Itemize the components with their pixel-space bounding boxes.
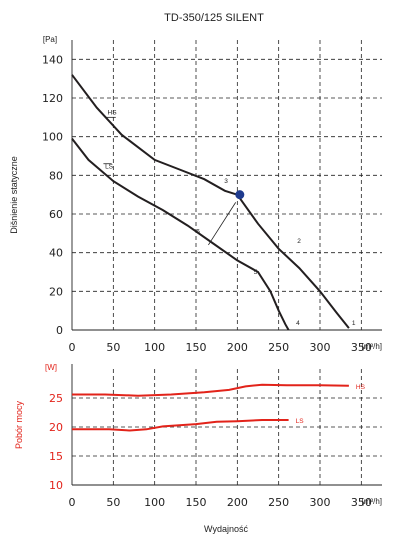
power-label-ls: LS — [296, 418, 305, 425]
power-x-tick-label: 50 — [106, 496, 120, 509]
power-x-tick-label: 150 — [186, 496, 207, 509]
pressure-y-tick-label: 0 — [56, 324, 63, 337]
operating-point-marker — [235, 190, 245, 200]
pressure-label-ls: LS — [105, 164, 114, 171]
pressure-y-tick-label: 100 — [42, 131, 63, 144]
pressure-x-tick-label: 150 — [186, 341, 207, 354]
power-x-tick-label: 0 — [69, 496, 76, 509]
power-x-tick-label: 250 — [268, 496, 289, 509]
power-y-tick-label: 20 — [49, 421, 63, 434]
power-y-tick-label: 15 — [49, 450, 63, 463]
power-x-tick-label: 350 — [351, 496, 372, 509]
pressure-x-unit: [m³/h] — [362, 342, 382, 351]
power-x-axis-label: Wydajność — [204, 524, 248, 534]
pressure-y-unit: [Pa] — [43, 35, 57, 44]
power-y-tick-label: 10 — [49, 479, 63, 492]
pressure-x-tick-label: 300 — [310, 341, 331, 354]
pressure-point-label: 3 — [224, 178, 228, 185]
pressure-x-tick-label: 0 — [69, 341, 76, 354]
power-plot — [71, 364, 382, 486]
pressure-point-label: 2 — [297, 238, 301, 245]
pressure-plot — [71, 40, 382, 331]
pressure-curve-ls — [71, 137, 290, 331]
pressure-x-tick-label: 350 — [351, 341, 372, 354]
pressure-x-tick-label: 100 — [144, 341, 165, 354]
pressure-y-tick-label: 140 — [42, 53, 63, 66]
pressure-curve-hs — [71, 74, 350, 329]
pressure-x-tick-label: 50 — [106, 341, 120, 354]
pressure-y-tick-label: 80 — [49, 169, 63, 182]
power-x-tick-label: 100 — [144, 496, 165, 509]
pressure-point-label: 1 — [352, 320, 356, 327]
pressure-y-tick-label: 40 — [49, 247, 63, 260]
power-y-unit: [W] — [45, 363, 57, 372]
pressure-y-tick-label: 20 — [49, 285, 63, 298]
pressure-point-label: 5 — [254, 269, 258, 276]
pressure-x-tick-label: 250 — [268, 341, 289, 354]
power-y-tick-label: 25 — [49, 392, 63, 405]
pressure-point-label: 4 — [296, 320, 300, 327]
point-6-leader — [208, 202, 237, 246]
power-x-tick-label: 300 — [310, 496, 331, 509]
pressure-label-hs: HS — [108, 109, 118, 116]
chart-title: TD-350/125 SILENT — [164, 12, 264, 24]
power-x-tick-label: 200 — [227, 496, 248, 509]
power-curve-hs — [72, 383, 349, 397]
pressure-point-label: 6 — [196, 228, 200, 235]
power-curve-ls — [72, 419, 289, 432]
pressure-x-tick-label: 200 — [227, 341, 248, 354]
power-x-unit: [m³/h] — [362, 497, 382, 506]
power-y-axis-label: Pobór mocy — [14, 400, 24, 449]
pressure-y-axis-label: Dišnienie statyczne — [9, 156, 19, 234]
pressure-y-tick-label: 120 — [42, 92, 63, 105]
power-label-hs: HS — [356, 384, 366, 391]
pressure-y-tick-label: 60 — [49, 208, 63, 221]
